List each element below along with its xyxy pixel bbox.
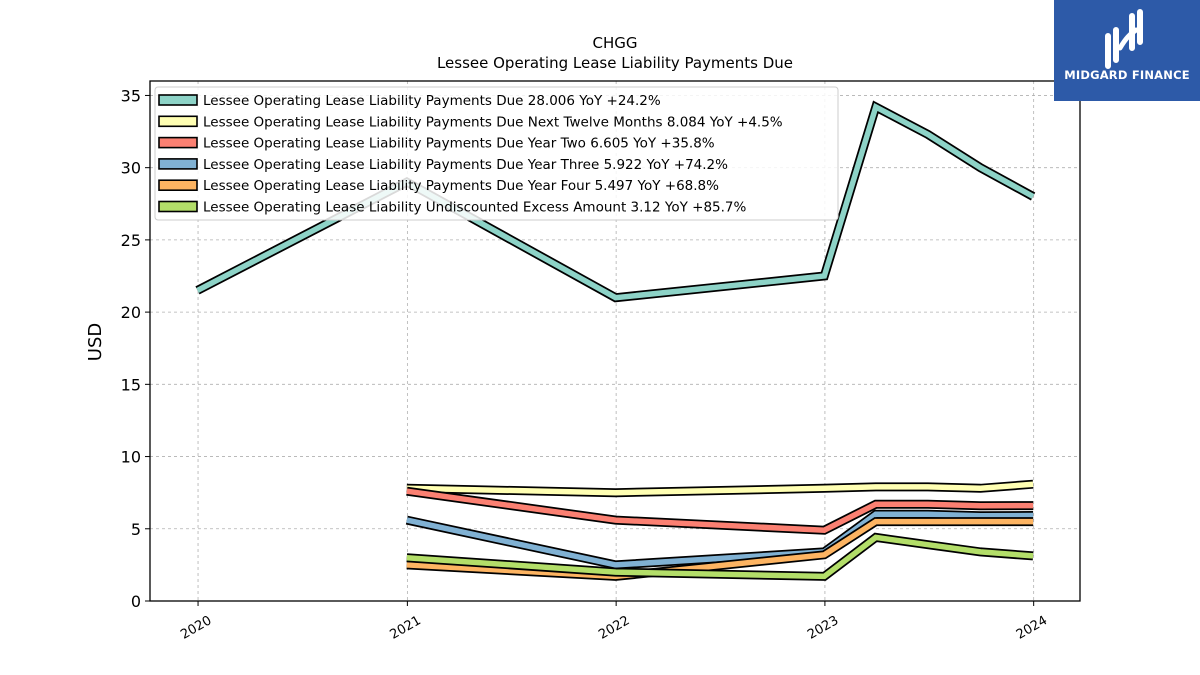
y-tick-label: 20 (121, 303, 141, 322)
y-tick-label: 5 (131, 520, 141, 539)
x-tick-label: 2020 (178, 613, 214, 643)
series-line-2 (406, 481, 1034, 496)
chart-subtitle: Lessee Operating Lease Liability Payment… (437, 54, 793, 72)
axis-ticks: 0 5 10 15 20 25 30 35 2020 2021 2022 2023 2024 (121, 86, 1050, 642)
legend-swatch (158, 94, 198, 106)
x-tick-label: 2023 (805, 613, 841, 643)
y-tick-label: 30 (121, 159, 141, 178)
series-line-3 (406, 488, 1034, 533)
y-tick-label: 10 (121, 448, 141, 467)
x-tick-label: 2021 (388, 613, 424, 643)
y-axis-label: USD (85, 323, 106, 361)
legend-swatch (158, 179, 198, 191)
logo-wordmark: MIDGARD FINANCE (1064, 68, 1190, 82)
y-tick-label: 25 (121, 231, 141, 250)
legend-swatch (158, 136, 198, 149)
x-tick-label: 2022 (596, 613, 632, 643)
y-tick-label: 35 (121, 86, 141, 105)
legend-entry: Lessee Operating Lease Liability Payment… (203, 114, 783, 130)
series-lines (195, 100, 1036, 581)
series-line-6 (406, 534, 1034, 580)
legend-swatch (158, 158, 198, 170)
series-line-4 (406, 511, 1034, 568)
y-tick-label: 0 (131, 592, 141, 611)
legend-entry: Lessee Operating Lease Liability Payment… (203, 136, 715, 152)
chart-title: CHGG (593, 34, 638, 52)
brand-logo: MIDGARD FINANCE (1054, 0, 1200, 101)
midgard-logo-icon (1105, 9, 1143, 69)
y-tick-label: 15 (121, 375, 141, 394)
legend-box (154, 86, 839, 221)
x-tick-label: 2024 (1014, 613, 1050, 643)
legend-entry: Lessee Operating Lease Liability Payment… (203, 93, 661, 109)
legend-entry: Lessee Operating Lease Liability Undisco… (203, 200, 747, 216)
legend-entry: Lessee Operating Lease Liability Payment… (203, 178, 719, 194)
legend: Lessee Operating Lease Liability Payment… (154, 86, 839, 221)
legend-entry: Lessee Operating Lease Liability Payment… (203, 157, 728, 173)
legend-swatch (158, 115, 198, 128)
plot-frame (149, 80, 1081, 602)
legend-swatch (158, 200, 198, 213)
